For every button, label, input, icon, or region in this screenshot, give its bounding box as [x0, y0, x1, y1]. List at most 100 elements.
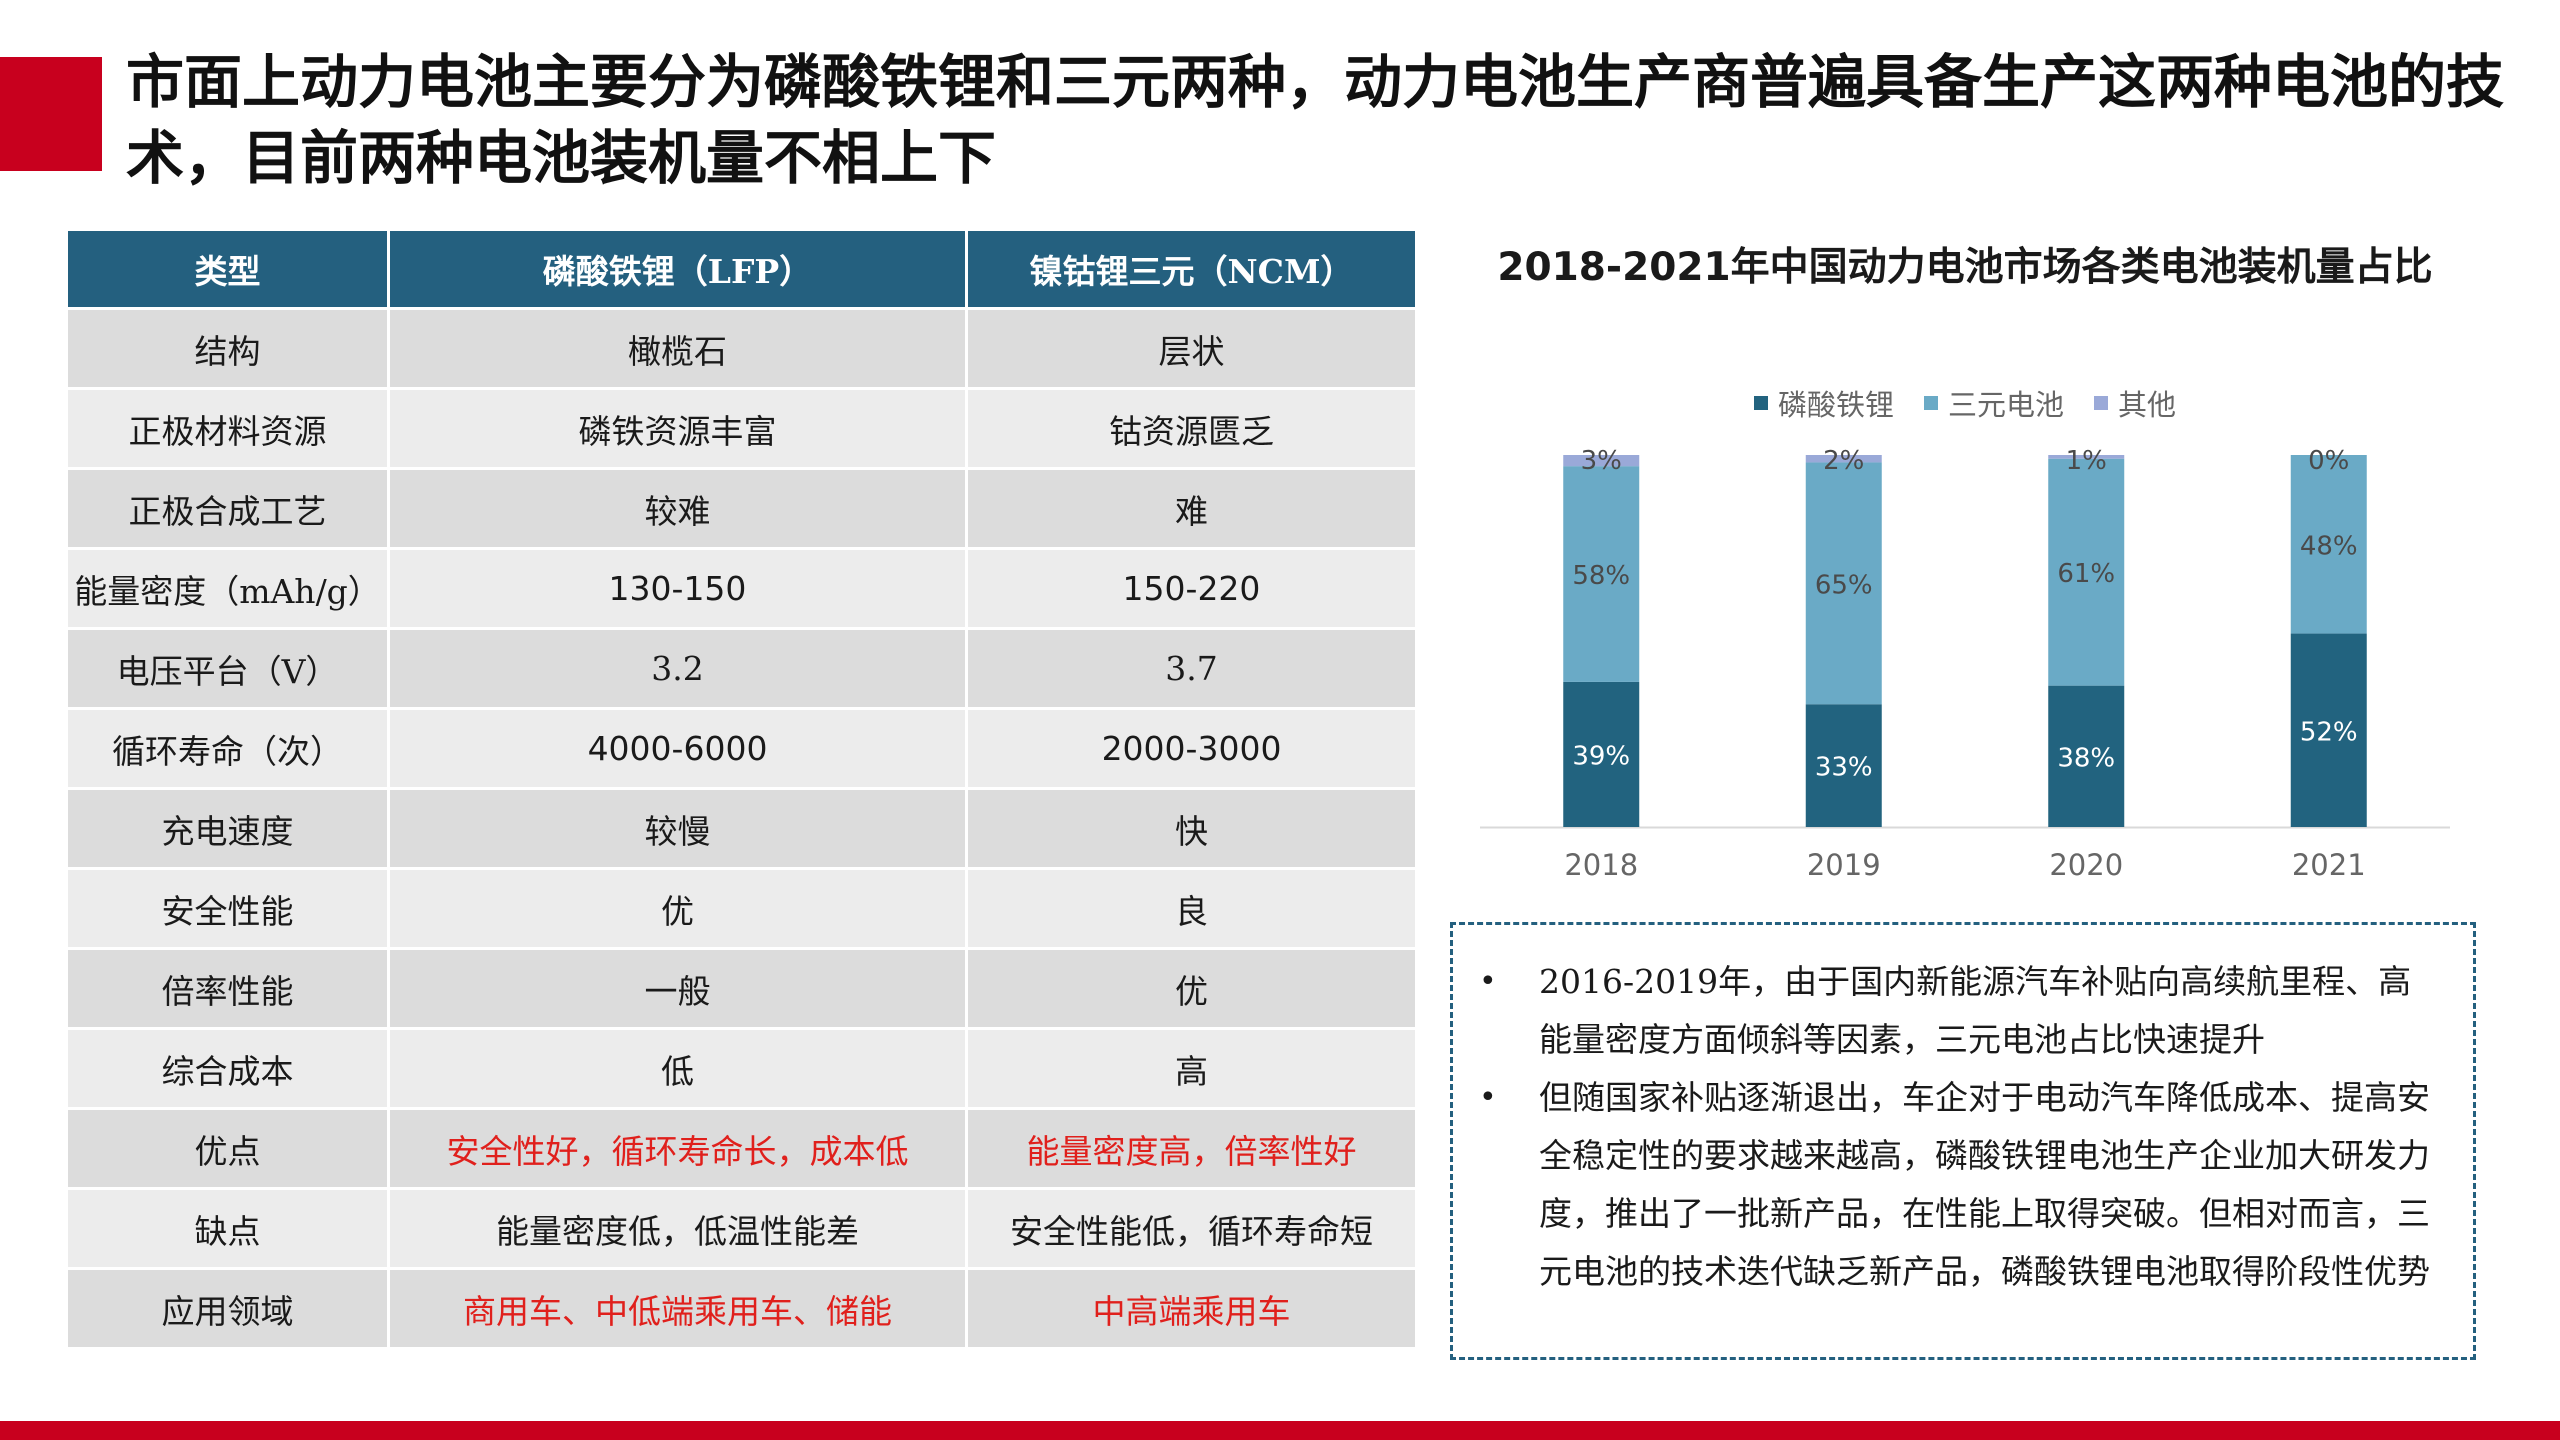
- table-row: 倍率性能 一般 优: [65, 947, 1418, 1030]
- table-row: 正极材料资源 磷铁资源丰富 钴资源匮乏: [65, 387, 1418, 470]
- x-tick-label: 2019: [1807, 848, 1881, 882]
- ncm-cell: 150-220: [965, 547, 1418, 630]
- bar-segment-ncm: [1563, 466, 1640, 682]
- ncm-cell: 层状: [965, 307, 1418, 390]
- stacked-bar-chart: 39% 58% 3% 2018 33% 65% 2% 2019 38% 61% 1% 2020 52% 4…: [1480, 446, 2450, 882]
- bar-segment-lfp: [1805, 704, 1882, 827]
- note-text: 但随国家补贴逐渐退出，车企对于电动汽车降低成本、提高安全稳定性的要求越来越高，磷…: [1539, 1078, 2430, 1291]
- row-label: 缺点: [65, 1187, 390, 1270]
- bar-segment-other: [1805, 455, 1882, 463]
- bullet-icon: •: [1479, 964, 1497, 999]
- bottom-accent-bar: [0, 1421, 2560, 1440]
- row-label: 结构: [65, 307, 390, 390]
- ncm-cell: 安全性能低，循环寿命短: [965, 1187, 1418, 1270]
- row-label: 倍率性能: [65, 947, 390, 1030]
- bar-segment-lfp: [2290, 633, 2367, 827]
- table-row: 结构 橄榄石 层状: [65, 307, 1418, 390]
- legend-item-other: 其他: [2094, 382, 2176, 424]
- lfp-cell: 130-150: [387, 547, 968, 630]
- row-label: 综合成本: [65, 1027, 390, 1110]
- x-tick-label: 2021: [2292, 848, 2366, 882]
- note-text: 2016-2019年，由于国内新能源汽车补贴向高续航里程、高能量密度方面倾斜等因…: [1539, 962, 2412, 1059]
- table-row: 能量密度（mAh/g） 130-150 150-220: [65, 547, 1418, 630]
- table-row: 缺点 能量密度低，低温性能差 安全性能低，循环寿命短: [65, 1187, 1418, 1270]
- lfp-cell: 4000-6000: [387, 707, 968, 790]
- ncm-cell: 难: [965, 467, 1418, 550]
- notes-box: • 2016-2019年，由于国内新能源汽车补贴向高续航里程、高能量密度方面倾斜等…: [1450, 922, 2476, 1360]
- bullet-icon: •: [1479, 1080, 1497, 1115]
- table-row: 优点 安全性好，循环寿命长，成本低 能量密度高，倍率性好: [65, 1107, 1418, 1190]
- lfp-cell: 商用车、中低端乘用车、储能: [387, 1267, 968, 1350]
- lfp-cell: 优: [387, 867, 968, 950]
- data-label: 65%: [1815, 570, 1873, 600]
- data-label: 61%: [2057, 559, 2115, 589]
- table-row: 循环寿命（次） 4000-6000 2000-3000: [65, 707, 1418, 790]
- table-row: 正极合成工艺 较难 难: [65, 467, 1418, 550]
- x-tick-label: 2018: [1564, 848, 1638, 882]
- title-accent-block: [0, 57, 102, 171]
- table-row: 安全性能 优 良: [65, 867, 1418, 950]
- data-label: 0%: [2308, 446, 2349, 476]
- row-label: 应用领域: [65, 1267, 390, 1350]
- ncm-cell: 能量密度高，倍率性好: [965, 1107, 1418, 1190]
- bar-segment-ncm: [2048, 458, 2125, 686]
- data-label: 33%: [1815, 753, 1873, 783]
- lfp-cell: 安全性好，循环寿命长，成本低: [387, 1107, 968, 1190]
- data-label: 1%: [2066, 446, 2107, 476]
- chart-legend: 磷酸铁锂 三元电池 其他: [1460, 382, 2470, 424]
- data-label: 58%: [1572, 561, 1630, 591]
- ncm-cell: 3.7: [965, 627, 1418, 710]
- table-row: 应用领域 商用车、中低端乘用车、储能 中高端乘用车: [65, 1267, 1418, 1350]
- bar-segment-ncm: [2290, 455, 2367, 634]
- legend-swatch-ncm: [1923, 396, 1938, 410]
- data-label: 52%: [2300, 717, 2358, 747]
- chart-title: 2018-2021年中国动力电池市场各类电池装机量占比: [1497, 245, 2433, 290]
- x-tick-label: 2020: [2049, 848, 2123, 882]
- row-label: 循环寿命（次）: [65, 707, 390, 790]
- data-label: 39%: [1572, 741, 1630, 771]
- battery-comparison-table: 类型 磷酸铁锂（LFP） 镍钴锂三元（NCM） 结构 橄榄石 层状 正极材料资源…: [65, 228, 1418, 1350]
- note-item: • 但随国家补贴逐渐退出，车企对于电动汽车降低成本、提高安全稳定性的要求越来越高，…: [1469, 1069, 2443, 1301]
- ncm-cell: 2000-3000: [965, 707, 1418, 790]
- ncm-cell: 钴资源匮乏: [965, 387, 1418, 470]
- table-row: 充电速度 较慢 快: [65, 787, 1418, 870]
- ncm-cell: 高: [965, 1027, 1418, 1110]
- row-label: 能量密度（mAh/g）: [65, 547, 390, 630]
- legend-swatch-lfp: [1753, 396, 1768, 410]
- row-label: 安全性能: [65, 867, 390, 950]
- bar-segment-lfp: [2048, 685, 2125, 827]
- header-lfp: 磷酸铁锂（LFP）: [387, 228, 968, 310]
- row-label: 电压平台（V）: [65, 627, 390, 710]
- bar-segment-lfp: [1563, 681, 1640, 827]
- lfp-cell: 橄榄石: [387, 307, 968, 390]
- lfp-cell: 能量密度低，低温性能差: [387, 1187, 968, 1270]
- bar-segment-other: [2048, 455, 2125, 459]
- bar-segment-other: [1563, 455, 1640, 467]
- legend-label-lfp: 磷酸铁锂: [1777, 388, 1894, 422]
- table-row: 综合成本 低 高: [65, 1027, 1418, 1110]
- ncm-cell: 中高端乘用车: [965, 1267, 1418, 1350]
- row-label: 充电速度: [65, 787, 390, 870]
- table-row: 电压平台（V） 3.2 3.7: [65, 627, 1418, 710]
- ncm-cell: 优: [965, 947, 1418, 1030]
- lfp-cell: 3.2: [387, 627, 968, 710]
- data-label: 38%: [2057, 743, 2115, 773]
- legend-swatch-other: [2094, 396, 2108, 410]
- row-label: 优点: [65, 1107, 390, 1190]
- bar-segment-ncm: [1805, 462, 1882, 705]
- header-type: 类型: [65, 228, 390, 310]
- lfp-cell: 低: [387, 1027, 968, 1110]
- lfp-cell: 一般: [387, 947, 968, 1030]
- lfp-cell: 磷铁资源丰富: [387, 387, 968, 470]
- ncm-cell: 快: [965, 787, 1418, 870]
- table-header-row: 类型 磷酸铁锂（LFP） 镍钴锂三元（NCM）: [65, 228, 1418, 310]
- legend-item-ncm: 三元电池: [1923, 382, 2064, 424]
- data-label: 48%: [2300, 531, 2358, 561]
- page-title: 市面上动力电池主要分为磷酸铁锂和三元两种，动力电池生产商普遍具备生产这两种电池的…: [126, 48, 2505, 192]
- row-label: 正极合成工艺: [65, 467, 390, 550]
- legend-label-ncm: 三元电池: [1947, 388, 2064, 422]
- data-label: 3%: [1581, 446, 1622, 476]
- note-item: • 2016-2019年，由于国内新能源汽车补贴向高续航里程、高能量密度方面倾斜等…: [1469, 953, 2443, 1069]
- ncm-cell: 良: [965, 867, 1418, 950]
- legend-item-lfp: 磷酸铁锂: [1753, 382, 1894, 424]
